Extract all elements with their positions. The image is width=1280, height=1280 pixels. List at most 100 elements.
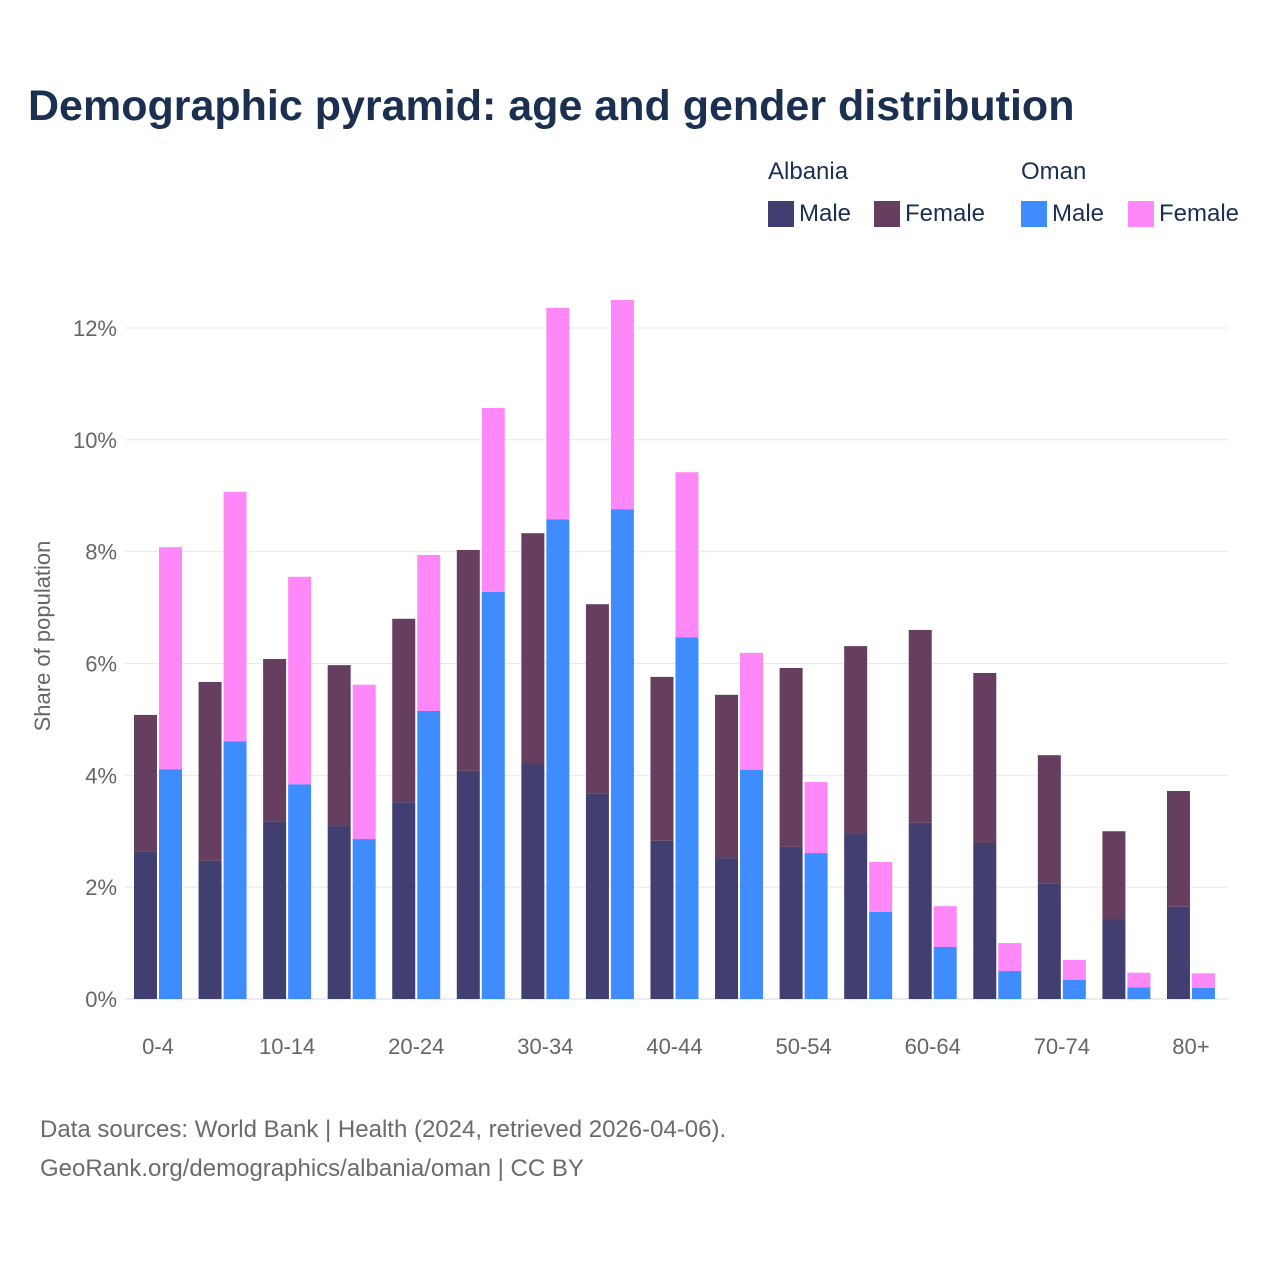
bar-oman-male — [1062, 979, 1086, 999]
bar-albania-male — [1166, 906, 1190, 999]
bar-albania-female — [650, 676, 674, 841]
bar-oman-male — [610, 509, 634, 999]
x-tick-label: 40-44 — [646, 1034, 702, 1059]
bar-albania-female — [973, 672, 997, 843]
bar-albania-female — [715, 694, 739, 859]
bar-oman-female — [481, 407, 505, 592]
footer-link[interactable]: GeoRank.org/demographics/albania/oman | … — [40, 1155, 584, 1182]
legend-label: Male — [1052, 200, 1105, 227]
x-tick-label: 0-4 — [142, 1034, 174, 1059]
legend-label: Female — [1159, 200, 1240, 227]
bar-oman-female — [223, 491, 247, 742]
y-tick-label: 2% — [85, 875, 117, 900]
bar-oman-female — [417, 554, 441, 712]
legend-swatch — [768, 201, 794, 227]
x-tick-label: 30-34 — [517, 1034, 573, 1059]
bar-albania-female — [844, 646, 868, 835]
bar-oman-female — [288, 576, 312, 785]
bar-oman-male — [998, 971, 1022, 999]
bar-oman-female — [159, 547, 182, 770]
bar-albania-female — [456, 549, 480, 771]
bar-albania-male — [779, 846, 803, 999]
bar-albania-male — [1037, 883, 1061, 999]
bar-oman-male — [546, 519, 570, 999]
bar-oman-male — [1191, 987, 1215, 999]
bar-albania-male — [521, 763, 545, 999]
bar-albania-female — [779, 667, 803, 847]
bar-oman-male — [223, 741, 247, 999]
bar-albania-female — [198, 681, 222, 861]
bar-albania-male — [392, 802, 416, 999]
bar-albania-male — [327, 825, 351, 999]
bar-albania-female — [263, 659, 287, 822]
y-tick-label: 4% — [85, 763, 117, 788]
legend-label: Female — [905, 200, 986, 227]
legend-oman-female[interactable]: Female — [1128, 200, 1239, 228]
bar-oman-female — [804, 782, 828, 854]
legend-swatch — [1021, 201, 1047, 227]
bar-albania-male — [844, 834, 868, 999]
footer-sources: Data sources: World Bank | Health (2024,… — [40, 1116, 727, 1143]
bar-oman-male — [417, 711, 441, 999]
bar-oman-female — [1191, 973, 1215, 988]
bar-oman-male — [481, 591, 505, 999]
bar-oman-male — [288, 784, 312, 999]
legend-albania-female[interactable]: Female — [874, 200, 985, 228]
y-axis-label: Share of population — [30, 541, 55, 732]
bar-oman-male — [1127, 987, 1151, 999]
bar-oman-male — [352, 839, 376, 999]
bar-oman-female — [869, 861, 893, 912]
bar-oman-female — [933, 906, 957, 947]
bar-albania-female — [392, 618, 416, 803]
bar-oman-male — [675, 637, 699, 999]
y-tick-label: 8% — [85, 540, 117, 565]
bar-oman-female — [740, 652, 764, 770]
bar-oman-male — [933, 946, 957, 999]
bar-albania-male — [198, 860, 222, 999]
bar-albania-female — [908, 629, 932, 823]
x-tick-label: 10-14 — [259, 1034, 315, 1059]
bar-oman-female — [998, 943, 1022, 972]
y-tick-label: 0% — [85, 987, 117, 1012]
x-tick-label: 20-24 — [388, 1034, 444, 1059]
bar-oman-male — [804, 853, 828, 999]
bar-albania-female — [585, 604, 609, 794]
legend-group-albania: Albania — [768, 158, 849, 185]
bar-albania-female — [1102, 831, 1126, 920]
bar-oman-female — [546, 307, 570, 520]
bar-albania-female — [1166, 790, 1190, 907]
bar-oman-male — [869, 911, 893, 999]
bar-albania-male — [650, 840, 674, 999]
legend-oman-male[interactable]: Male — [1021, 200, 1104, 228]
bar-oman-female — [1062, 959, 1086, 980]
y-tick-label: 12% — [73, 316, 117, 341]
bar-albania-male — [1102, 919, 1126, 999]
bar-albania-male — [585, 793, 609, 999]
bar-albania-male — [715, 858, 739, 999]
legend-label: Male — [799, 200, 852, 227]
bar-oman-male — [740, 769, 764, 999]
y-tick-label: 10% — [73, 428, 117, 453]
bar-albania-female — [1037, 755, 1061, 884]
x-tick-label: 80+ — [1172, 1034, 1209, 1059]
bar-oman-male — [159, 769, 182, 999]
x-tick-label: 70-74 — [1034, 1034, 1090, 1059]
legend-albania-male[interactable]: Male — [768, 200, 851, 228]
bar-oman-female — [1127, 972, 1151, 988]
bar-albania-male — [134, 851, 157, 999]
bar-albania-male — [263, 821, 287, 999]
bar-oman-female — [610, 300, 634, 510]
bar-oman-female — [352, 684, 376, 840]
bar-albania-male — [456, 770, 480, 999]
x-tick-label: 60-64 — [905, 1034, 961, 1059]
bar-albania-male — [908, 822, 932, 999]
y-tick-label: 6% — [85, 651, 117, 676]
bar-albania-female — [134, 714, 157, 852]
bar-albania-female — [327, 665, 351, 826]
chart-title: Demographic pyramid: age and gender dist… — [28, 82, 1075, 130]
legend-swatch — [1128, 201, 1154, 227]
x-tick-label: 50-54 — [775, 1034, 831, 1059]
legend-group-oman: Oman — [1021, 158, 1087, 185]
